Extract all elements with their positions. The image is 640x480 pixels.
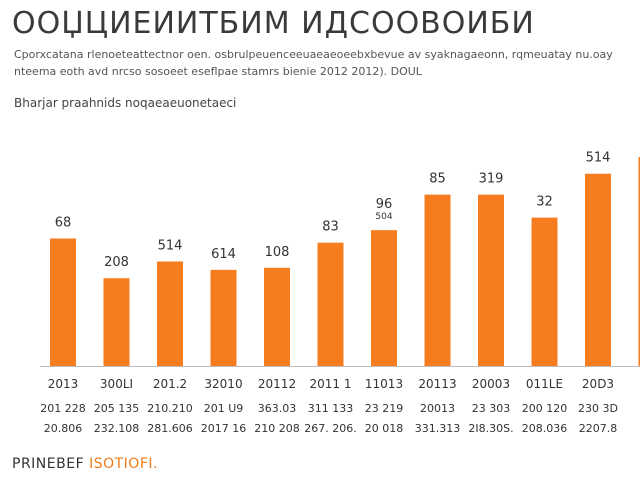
section-label: Bharjar praahnids noqaeaeuonetaeci [14,96,237,110]
chart-title: ООЏЦИЕИИТБИМ ИДСООВОИБИ [12,6,535,41]
data-label-3: 514 [158,239,183,254]
x-tick-label-6-line-3: 267. 206. [304,422,356,435]
x-tick-label-1-line-2: 201 228 [40,402,86,415]
bar-10 [531,217,558,366]
x-tick-label-7-line-1: 11013 [365,377,403,391]
bar-6 [317,242,344,366]
data-sublabel-7: 504 [375,212,392,222]
bar-9 [478,194,504,366]
footer-label: PRINEBEF [12,456,85,472]
x-tick-label-10-line-3: 208.036 [522,422,568,435]
data-label-10: 32 [536,195,553,210]
bar-12 [638,157,640,366]
x-tick-label-10-line-1: 011LE [526,377,563,391]
bar-1 [50,238,76,366]
footer-brand: PRINEBEF ISOTIOFI. [12,456,158,472]
x-tick-label-2-line-1: 300LI [100,377,133,391]
x-tick-label-11-line-3: 2207.8 [579,422,618,435]
x-tick-label-10-line-2: 200 120 [522,402,568,415]
data-label-8: 85 [429,172,446,187]
data-label-7: 96 [376,197,393,212]
x-tick-label-5-line-2: 363.03 [258,402,297,415]
x-tick-label-1-line-3: 20.806 [44,422,83,435]
x-tick-label-3-line-1: 201.2 [153,377,187,391]
x-tick-label-3-line-3: 281.606 [147,422,193,435]
x-tick-label-7-line-2: 23 219 [365,402,404,415]
x-tick-label-5-line-3: 210 208 [254,422,300,435]
chart-subtitle-line-1: Cporxcatana rlenoeteattectnor oen. osbru… [14,48,613,61]
bar-8 [424,194,451,366]
x-tick-label-11-line-1: 20D3 [582,377,614,391]
x-tick-label-8-line-2: 20013 [420,402,455,415]
bar-2 [103,278,130,366]
x-tick-label-6-line-1: 2011 1 [310,377,352,391]
data-label-5: 108 [265,245,290,260]
x-tick-label-3-line-2: 210.210 [147,402,193,415]
bar-4 [210,269,237,366]
x-tick-label-9-line-3: 2I8.30S. [468,422,513,435]
x-tick-label-8-line-3: 331.313 [415,422,461,435]
data-label-11: 514 [586,151,611,166]
x-tick-label-2-line-2: 205 135 [94,402,140,415]
data-label-4: 614 [211,247,236,262]
bar-11 [585,173,611,366]
bar-3 [157,261,183,366]
x-tick-label-4-line-1: 32010 [204,377,242,391]
x-tick-label-6-line-2: 311 133 [308,402,354,415]
x-tick-label-4-line-3: 2017 16 [201,422,247,435]
footer-accent: ISOTIOFI. [89,456,158,472]
x-tick-label-11-line-2: 230 3D [578,402,618,415]
x-tick-label-5-line-1: 20112 [258,377,296,391]
x-tick-label-9-line-1: 20003 [472,377,510,391]
x-tick-label-2-line-3: 232.108 [94,422,140,435]
x-tick-label-4-line-2: 201 U9 [204,402,244,415]
x-tick-label-8-line-1: 20113 [418,377,456,391]
data-label-2: 208 [104,255,129,270]
x-tick-label-9-line-2: 23 303 [472,402,511,415]
data-label-1: 68 [55,216,72,231]
data-label-9: 319 [479,172,504,187]
data-label-6: 83 [322,220,339,235]
x-tick-label-7-line-3: 20 018 [365,422,404,435]
x-tick-label-1-line-1: 2013 [48,377,79,391]
bar-7 [371,230,397,366]
bar-5 [264,267,290,366]
chart-subtitle-line-2: nteema eoth avd nrcso sosoeet eseflpae s… [14,65,422,78]
